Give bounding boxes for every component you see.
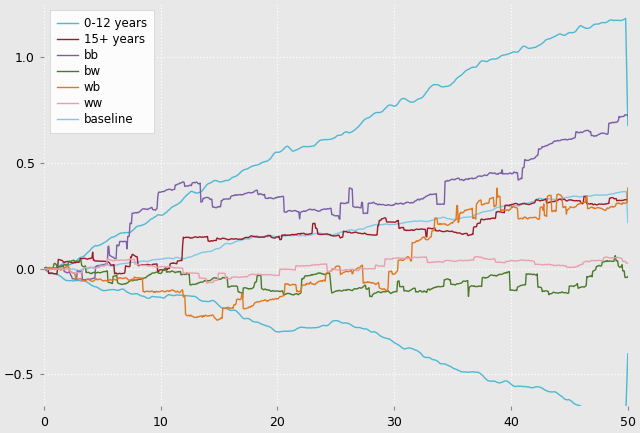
0-12 years <box>395 99 403 104</box>
baseline <box>543 196 551 201</box>
wb <box>214 318 221 323</box>
bw <box>380 289 387 294</box>
0-12 years <box>413 97 420 103</box>
0-12 years <box>40 266 47 271</box>
15+ years <box>395 226 403 231</box>
baseline <box>76 268 84 273</box>
wb <box>484 201 492 206</box>
bb <box>40 266 47 271</box>
bw <box>239 295 246 300</box>
0-12 years <box>380 107 387 113</box>
0-12 years <box>484 59 492 64</box>
15+ years <box>53 271 61 277</box>
baseline <box>75 268 83 273</box>
ww <box>544 262 552 267</box>
baseline <box>413 219 420 224</box>
wb <box>413 238 420 243</box>
Line: 15+ years: 15+ years <box>44 197 628 274</box>
0-12 years <box>76 255 84 260</box>
0-12 years <box>622 16 630 21</box>
ww <box>474 254 482 259</box>
baseline <box>484 209 492 214</box>
baseline <box>395 221 403 226</box>
bb <box>624 113 632 118</box>
ww <box>624 261 632 266</box>
15+ years <box>40 266 47 271</box>
bb <box>83 277 90 282</box>
Line: wb: wb <box>44 188 628 320</box>
wb <box>624 185 632 191</box>
0-12 years <box>43 267 51 272</box>
bb <box>395 201 403 206</box>
bw <box>40 266 47 271</box>
bb <box>413 198 420 203</box>
bb <box>76 269 83 274</box>
ww <box>76 270 83 275</box>
ww <box>413 255 420 260</box>
wb <box>543 194 551 199</box>
15+ years <box>543 200 551 205</box>
15+ years <box>582 194 590 199</box>
Line: bw: bw <box>44 255 628 297</box>
15+ years <box>413 226 420 232</box>
0-12 years <box>624 123 632 128</box>
bw <box>484 275 492 280</box>
ww <box>40 266 47 271</box>
ww <box>395 255 403 261</box>
baseline <box>624 220 632 225</box>
Line: 0-12 years: 0-12 years <box>44 18 628 269</box>
15+ years <box>624 197 632 202</box>
bb <box>621 112 628 117</box>
baseline <box>40 266 47 271</box>
bw <box>413 289 420 294</box>
Legend: 0-12 years, 15+ years, bb, bw, wb, ww, baseline: 0-12 years, 15+ years, bb, bw, wb, ww, b… <box>49 10 154 133</box>
15+ years <box>380 216 387 221</box>
0-12 years <box>543 37 551 42</box>
Line: baseline: baseline <box>44 191 628 271</box>
ww <box>203 281 211 286</box>
15+ years <box>76 256 84 261</box>
bw <box>76 258 83 263</box>
baseline <box>620 189 628 194</box>
bb <box>484 173 492 178</box>
bb <box>380 202 387 207</box>
baseline <box>380 222 387 227</box>
15+ years <box>484 216 492 222</box>
wb <box>40 266 47 271</box>
bw <box>543 289 551 294</box>
Line: bb: bb <box>44 115 628 280</box>
wb <box>76 276 83 281</box>
wb <box>395 258 403 263</box>
Line: ww: ww <box>44 256 628 283</box>
ww <box>380 264 387 269</box>
bw <box>395 278 403 284</box>
wb <box>380 286 387 291</box>
ww <box>484 257 492 262</box>
bw <box>624 274 632 279</box>
bw <box>612 253 620 258</box>
bb <box>543 143 551 148</box>
